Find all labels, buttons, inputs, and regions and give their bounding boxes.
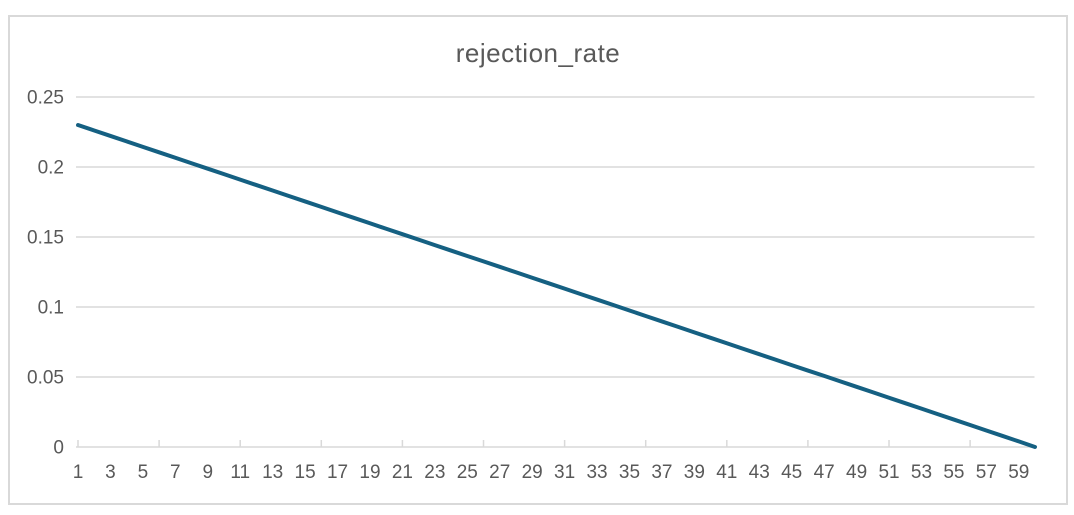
y-tick-label: 0 [53, 438, 64, 459]
y-tick-label: 0.25 [27, 88, 64, 109]
x-tick-label: 9 [202, 462, 213, 483]
x-tick-label: 7 [170, 462, 181, 483]
x-tick-label: 43 [749, 462, 770, 483]
x-tick-label: 1 [73, 462, 84, 483]
x-tick-label: 5 [138, 462, 149, 483]
x-tick-label: 37 [651, 462, 672, 483]
x-tick-label: 53 [911, 462, 932, 483]
x-tick-label: 57 [976, 462, 997, 483]
x-tick-label: 21 [392, 462, 413, 483]
x-tick-label: 27 [489, 462, 510, 483]
x-tick-label: 3 [105, 462, 116, 483]
x-tick-label: 33 [586, 462, 607, 483]
x-tick-label: 15 [295, 462, 316, 483]
x-tick-label: 17 [327, 462, 348, 483]
y-tick-label: 0.05 [27, 368, 64, 389]
x-tick-label: 11 [230, 462, 250, 483]
x-tick-label: 29 [522, 462, 543, 483]
x-tick-label: 35 [619, 462, 640, 483]
series-line-rejection-rate [76, 123, 1037, 449]
y-tick-label: 0.2 [38, 158, 64, 179]
x-tick-label: 31 [554, 462, 575, 483]
x-tick-label: 47 [814, 462, 835, 483]
x-tick-label: 41 [716, 462, 737, 483]
x-tick-label: 51 [878, 462, 899, 483]
x-tick-label: 19 [359, 462, 380, 483]
x-tick-label: 25 [457, 462, 478, 483]
x-tick-label: 23 [424, 462, 445, 483]
x-tick-label: 45 [781, 462, 802, 483]
chart-title: rejection_rate [455, 38, 621, 68]
y-tick-label: 0.1 [38, 298, 64, 319]
y-tick-label: 0.15 [27, 228, 64, 249]
x-tick-label: 13 [262, 462, 283, 483]
x-tick-label: 59 [1008, 462, 1029, 483]
x-tick-label: 49 [846, 462, 867, 483]
x-tick-label: 39 [684, 462, 705, 483]
x-tick-label: 55 [943, 462, 964, 483]
